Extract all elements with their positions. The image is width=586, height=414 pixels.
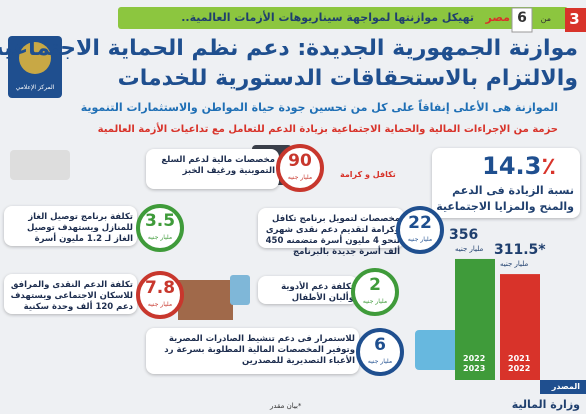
bar-value: 311.5*: [494, 242, 546, 259]
item-box: [146, 328, 359, 374]
buildings-icon: [178, 280, 233, 320]
source-label-bg: [540, 380, 586, 394]
increase-number: 14.3: [482, 152, 542, 180]
subtitle: حزمة من الإجراءات المالية والحماية الاجت…: [97, 124, 558, 135]
increase-label: نسبة الزيادة فى الدعم: [452, 184, 574, 197]
banner-country: مصر: [485, 11, 511, 24]
item-unit: مليار جنيه: [407, 236, 433, 243]
source-label: المصدر: [551, 382, 580, 391]
heater-icon: [10, 150, 70, 180]
logo-text: المركز الإعلامي: [15, 84, 55, 91]
item-value: 90: [288, 151, 312, 171]
total-badge: [511, 7, 533, 33]
increase-label: والمنح والمزايا الاجتماعية: [436, 200, 574, 213]
bar-year: 2021: [508, 354, 531, 363]
item-unit: مليار جنيه: [147, 234, 173, 241]
bar-year: 2022: [508, 364, 531, 373]
item-circle: 2 مليار جنيه: [351, 268, 399, 316]
bar-year: 2022: [463, 354, 486, 363]
item-text: مخصصات مالية لدعم السلع التموينية ورغيف …: [161, 155, 275, 176]
item-value: 22: [408, 213, 432, 233]
bar-year: 2023: [463, 364, 486, 373]
page-total: 6: [517, 10, 527, 26]
item-text: تكلفة برنامج توصيل الغاز للمنازل ويستهدف…: [27, 212, 133, 244]
item-value: 3.5: [144, 211, 176, 231]
page-of: من: [540, 14, 551, 23]
item-circle: 90 مليار جنيه: [276, 144, 324, 192]
increase-value: 14.3٪: [482, 152, 556, 180]
item-value: 7.8: [144, 278, 176, 298]
item-text: مخصصات لتمويل برنامج تكافل وكرامة لتقديم…: [265, 214, 400, 257]
title-line: موازنة الجمهورية الجديدة: دعم نظم الحماي…: [0, 36, 578, 61]
bar-unit: مليار جنيه: [455, 244, 484, 253]
bar-unit: مليار جنيه: [500, 260, 529, 269]
item-circle: 22 مليار جنيه: [396, 206, 444, 254]
item-box: [4, 274, 137, 314]
item-box: [258, 276, 358, 304]
banner: تهيكل موازنتها لمواجهة سيناريوهات الأزما…: [181, 11, 474, 24]
program-logo: تكافل و كرامة: [340, 170, 396, 179]
budget-bar: [455, 258, 495, 380]
increase-box: [432, 148, 580, 218]
item-circle: 7.8 مليار جنيه: [136, 271, 184, 319]
logo-emblem: [19, 42, 51, 74]
item-unit: مليار جنيه: [287, 174, 313, 181]
item-unit: مليار جنيه: [367, 358, 393, 365]
budget-bar: [500, 274, 540, 380]
item-unit: مليار جنيه: [147, 301, 173, 308]
item-value: 6: [374, 335, 386, 355]
increase-unit: ٪: [541, 152, 556, 180]
page-number: 3: [569, 10, 580, 28]
title-line: والالتزام بالاستحقاقات الدستورية للخدمات: [117, 66, 578, 91]
bar-value: 356: [449, 226, 479, 243]
item-unit: مليار جنيه: [362, 298, 388, 305]
page-badge: [565, 8, 586, 32]
item-box: [4, 206, 137, 246]
item-value: 2: [369, 275, 381, 295]
subtitle: الموازنة هى الأعلى إنفاقاً على كل من تحس…: [80, 101, 558, 114]
item-text: للاستمرار فى دعم تنشيط الصادرات المصرية …: [164, 334, 355, 366]
item-circle: 6 مليار جنيه: [356, 328, 404, 376]
item-text: تكلفة الدعم النقدى والمرافق للاسكان الاج…: [10, 280, 133, 312]
item-box: [146, 149, 279, 189]
banner-bg: [118, 7, 568, 29]
item-circle: 3.5 مليار جنيه: [136, 204, 184, 252]
item-box: [258, 208, 404, 248]
item-text: تكلفة دعم الأدوية وألبان الأطفال: [281, 282, 354, 303]
medicine-icon: [230, 275, 250, 305]
source: وزارة المالية: [511, 398, 580, 411]
footnote: *بيان مقدر: [270, 402, 302, 410]
